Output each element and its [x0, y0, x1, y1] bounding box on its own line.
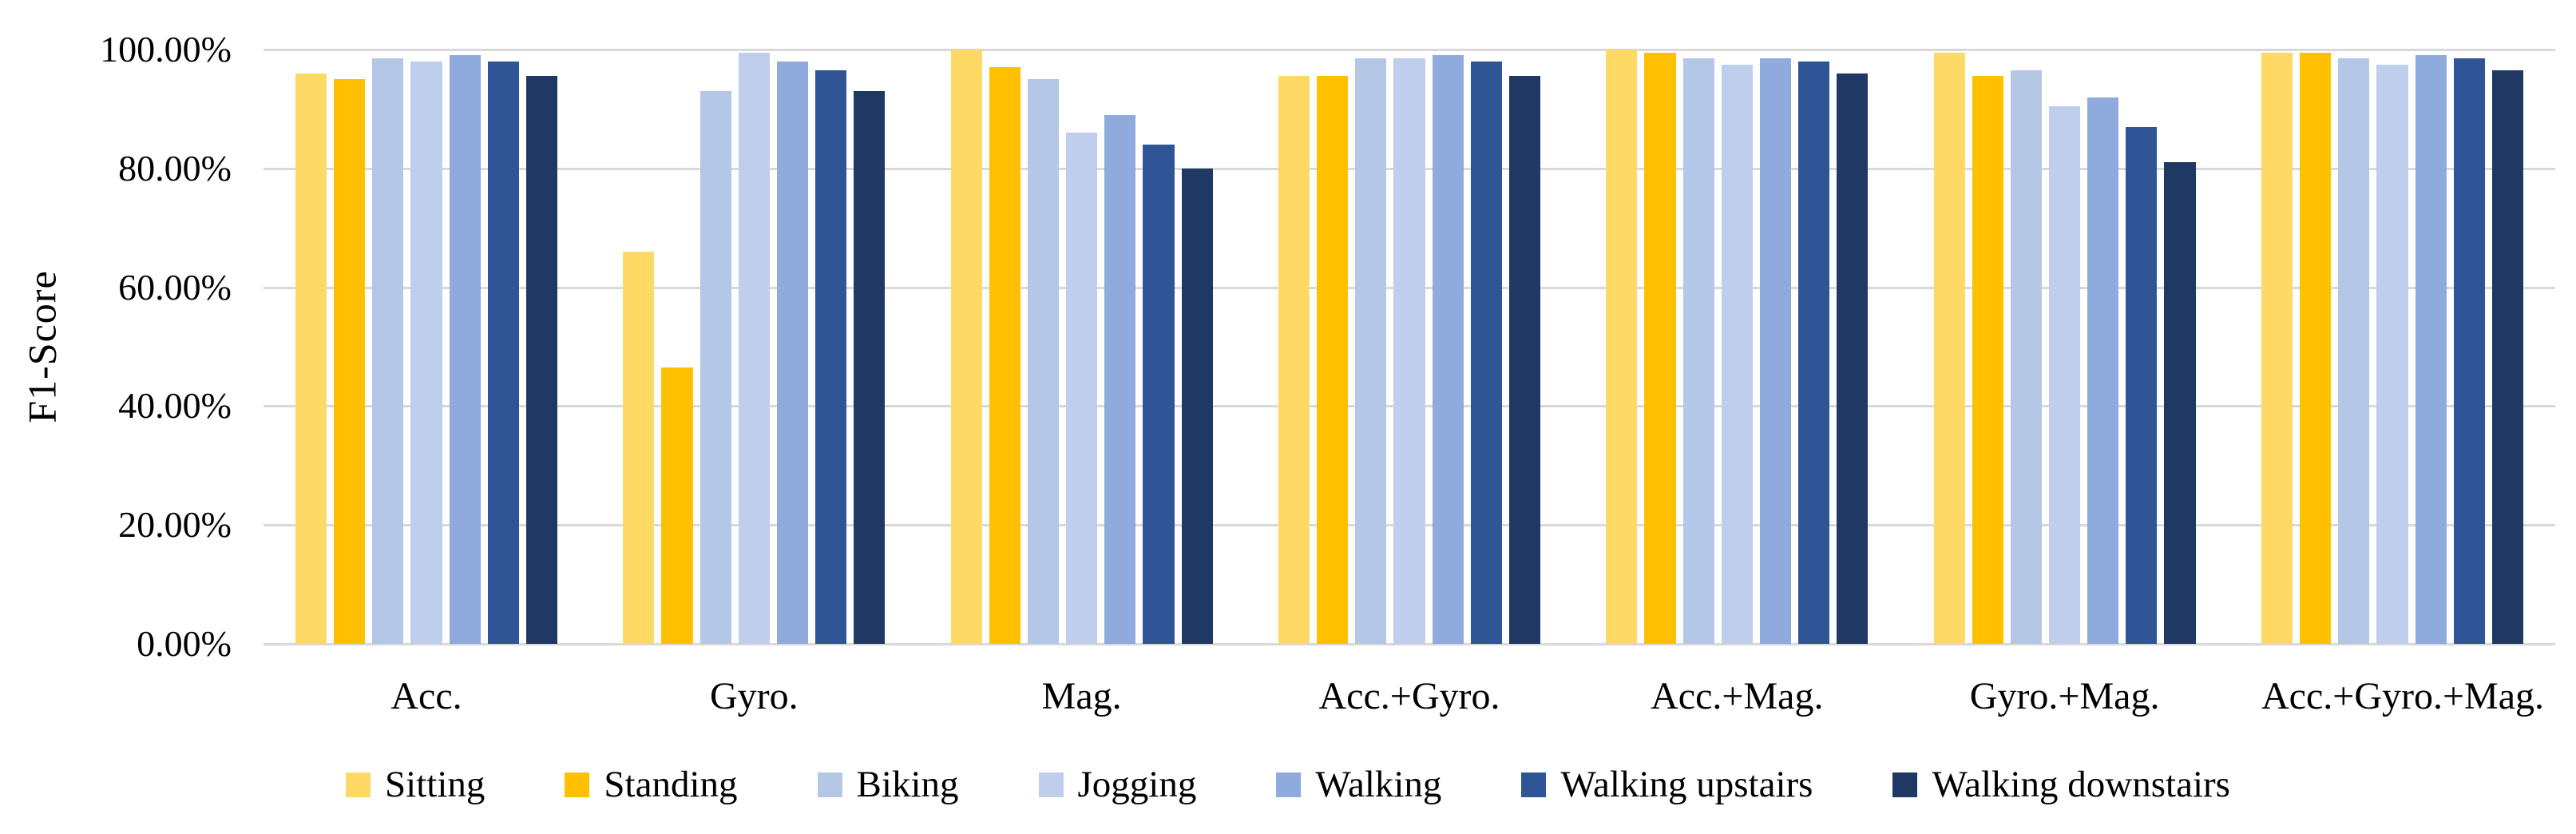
- bar-group-acc: [295, 50, 557, 644]
- legend-item-walking-downstairs: Walking downstairs: [1892, 761, 2230, 808]
- bar-walking-upstairs: [815, 70, 847, 644]
- legend-label: Walking downstairs: [1932, 764, 2230, 805]
- legend-swatch-icon: [1276, 772, 1302, 797]
- y-tick-label: 20.00%: [118, 504, 232, 546]
- bar-jogging: [2376, 64, 2408, 644]
- bar-walking-downstairs: [1181, 168, 1213, 644]
- bar-walking-upstairs: [1798, 61, 1830, 644]
- bar-walking-downstairs: [1837, 73, 1869, 644]
- bar-biking: [2010, 70, 2043, 644]
- bar-group-gyro: [623, 50, 886, 644]
- bar-walking: [1432, 55, 1464, 644]
- bar-walking: [2415, 55, 2447, 644]
- bar-walking-downstairs: [854, 91, 886, 644]
- legend-swatch-icon: [817, 772, 842, 797]
- bar-jogging: [1066, 133, 1098, 644]
- y-tick-label: 80.00%: [118, 147, 232, 189]
- bar-standing: [1644, 52, 1676, 644]
- bar-walking-downstairs: [525, 76, 557, 644]
- legend: Sitting Standing Biking Jogging Walking Walki…: [0, 761, 2576, 808]
- bar-sitting: [295, 73, 327, 644]
- legend-item-sitting: Sitting: [346, 761, 485, 808]
- bar-sitting: [1606, 50, 1638, 644]
- bar-walking: [1104, 114, 1136, 644]
- bar-biking: [699, 91, 731, 644]
- x-axis-label: Mag.: [1041, 675, 1122, 717]
- bar-group-accgyro: [1278, 50, 1540, 644]
- bar-group-gyromag: [1933, 50, 2196, 644]
- legend-label: Sitting: [385, 764, 485, 805]
- y-tick-label: 0.00%: [137, 623, 232, 664]
- legend-swatch-icon: [1521, 772, 1547, 797]
- x-axis-label: Gyro.+Mag.: [1969, 675, 2160, 717]
- bar-biking: [1682, 58, 1714, 644]
- bar-sitting: [623, 251, 655, 644]
- bar-sitting: [950, 50, 982, 644]
- bar-walking-upstairs: [2126, 126, 2158, 644]
- bar-group-accmag: [1606, 50, 1869, 644]
- bar-jogging: [2049, 105, 2081, 644]
- legend-label: Standing: [604, 764, 738, 805]
- bar-walking: [2087, 97, 2119, 644]
- bar-group-mag: [950, 50, 1213, 644]
- bar-walking-downstairs: [2164, 162, 2196, 644]
- bar-jogging: [738, 52, 770, 644]
- bar-sitting: [1278, 76, 1310, 644]
- x-axis-labels: Acc. Gyro. Mag. Acc.+Gyro. Acc.+Mag. Gyro.+Ma…: [264, 673, 2555, 721]
- bar-standing: [2300, 52, 2332, 644]
- bar-jogging: [1721, 64, 1753, 644]
- y-axis-ticks: 100.00% 80.00% 60.00% 40.00% 20.00% 0.00%: [0, 31, 232, 662]
- bar-biking: [1355, 58, 1387, 644]
- legend-swatch-icon: [565, 772, 590, 797]
- x-axis-label: Acc.+Mag.: [1651, 675, 1824, 717]
- legend-swatch-icon: [346, 772, 371, 797]
- gridline: [264, 643, 2555, 645]
- bar-walking: [1759, 58, 1792, 644]
- x-axis-label: Acc.+Gyro.+Mag.: [2261, 675, 2545, 717]
- bar-standing: [334, 79, 366, 644]
- x-axis-label: Gyro.: [710, 675, 799, 717]
- bar-jogging: [410, 61, 442, 644]
- legend-item-standing: Standing: [565, 761, 738, 808]
- bars-layer: [264, 50, 2555, 644]
- legend-swatch-icon: [1892, 772, 1918, 797]
- bar-standing: [1317, 76, 1349, 644]
- legend-item-walking-upstairs: Walking upstairs: [1521, 761, 1813, 808]
- bar-biking: [1027, 79, 1060, 644]
- x-axis-label: Acc.: [390, 675, 462, 717]
- bar-walking-downstairs: [2491, 70, 2523, 644]
- legend-swatch-icon: [1038, 772, 1064, 797]
- legend-item-jogging: Jogging: [1038, 761, 1197, 808]
- bar-sitting: [2261, 52, 2293, 644]
- y-tick-label: 60.00%: [118, 266, 232, 308]
- y-tick-label: 100.00%: [100, 29, 232, 70]
- legend-label: Walking: [1315, 764, 1442, 805]
- bar-walking-upstairs: [1470, 61, 1502, 644]
- legend-label: Biking: [856, 764, 959, 805]
- bar-walking-upstairs: [1143, 145, 1175, 644]
- bar-walking-downstairs: [1508, 76, 1540, 644]
- bar-biking: [2338, 58, 2370, 644]
- legend-item-biking: Biking: [817, 761, 959, 808]
- bar-biking: [372, 58, 404, 644]
- y-tick-label: 40.00%: [118, 385, 232, 427]
- bar-walking-upstairs: [487, 61, 519, 644]
- legend-label: Walking upstairs: [1560, 764, 1813, 805]
- bar-walking: [449, 55, 481, 644]
- bar-group-accgyromag: [2261, 50, 2523, 644]
- gridline: [264, 49, 2555, 51]
- bar-jogging: [1393, 58, 1425, 644]
- plot-area: [264, 49, 2555, 645]
- x-axis-label: Acc.+Gyro.: [1318, 675, 1500, 717]
- bar-sitting: [1933, 52, 1965, 644]
- bar-standing: [989, 67, 1020, 644]
- bar-walking: [776, 61, 809, 644]
- bar-walking-upstairs: [2453, 58, 2485, 644]
- legend-label: Jogging: [1077, 764, 1197, 805]
- bar-standing: [661, 367, 693, 644]
- legend-item-walking: Walking: [1276, 761, 1441, 808]
- bar-standing: [1972, 76, 2003, 644]
